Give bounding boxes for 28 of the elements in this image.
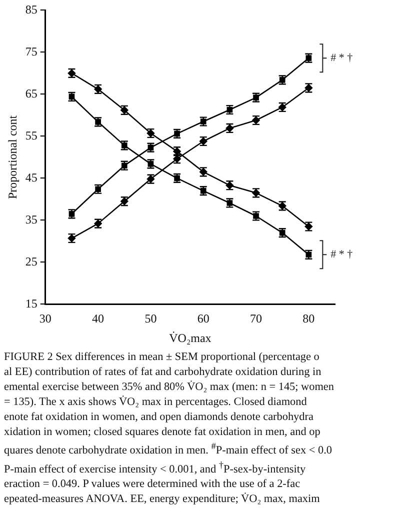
x-tick-label: 80 <box>302 312 315 326</box>
text: eraction = 0.049. P values were determined with the use of a 2-fac <box>4 477 302 492</box>
y-tick-label: 55 <box>25 128 38 142</box>
x-tick-label: 60 <box>197 312 210 326</box>
x-tick-label: 30 <box>39 312 52 326</box>
x-tick-label: 40 <box>92 312 104 326</box>
text: emental exercise between 35% and 80% V̇O₂ max (men: n = 145; women <box>4 380 335 395</box>
caption: FIGURE 2 Sex differences in mean ± SEM proportional (percentage o <box>4 350 320 365</box>
text: = 135). The x axis shows V̇O₂ max in percentages. Closed diamond <box>4 395 308 410</box>
text: epeated-measures ANOVA. EE, energy expenditure; V̇O₂ max, maxim <box>4 492 321 508</box>
annotation: # * † <box>330 248 354 261</box>
text: enote fat oxidation in women, and open diamonds denote carbohydra <box>4 410 314 425</box>
x-tick-label: 50 <box>144 312 157 326</box>
text: P-main effect of exercise intensity < 0.001, and $^{†}$P-sex-by-intensity <box>4 460 307 478</box>
text: al EE) contribution of rates of fat and carbohydrate oxidation during in <box>4 365 322 380</box>
y-tick-label: 75 <box>25 44 38 58</box>
y-tick-label: 85 <box>25 2 38 16</box>
text: xidation in women; closed squares denote fat oxidation in men, and op <box>4 425 322 440</box>
y-tick-label: 15 <box>25 296 38 310</box>
annotation: # * † <box>330 52 354 64</box>
y-tick-label: 45 <box>25 170 38 184</box>
x-tick-label: 70 <box>250 312 262 326</box>
y-tick-label: 25 <box>25 254 38 268</box>
y-axis-title: Proportional cont <box>5 114 20 200</box>
text: quares denote carbohydrate oxidation in men. $^{#}$P-main effect of sex < 0.0 <box>4 441 333 459</box>
y-tick-label: 65 <box>25 86 38 100</box>
x-axis-title: V̇O₂max <box>169 330 212 345</box>
y-tick-label: 35 <box>25 212 38 226</box>
